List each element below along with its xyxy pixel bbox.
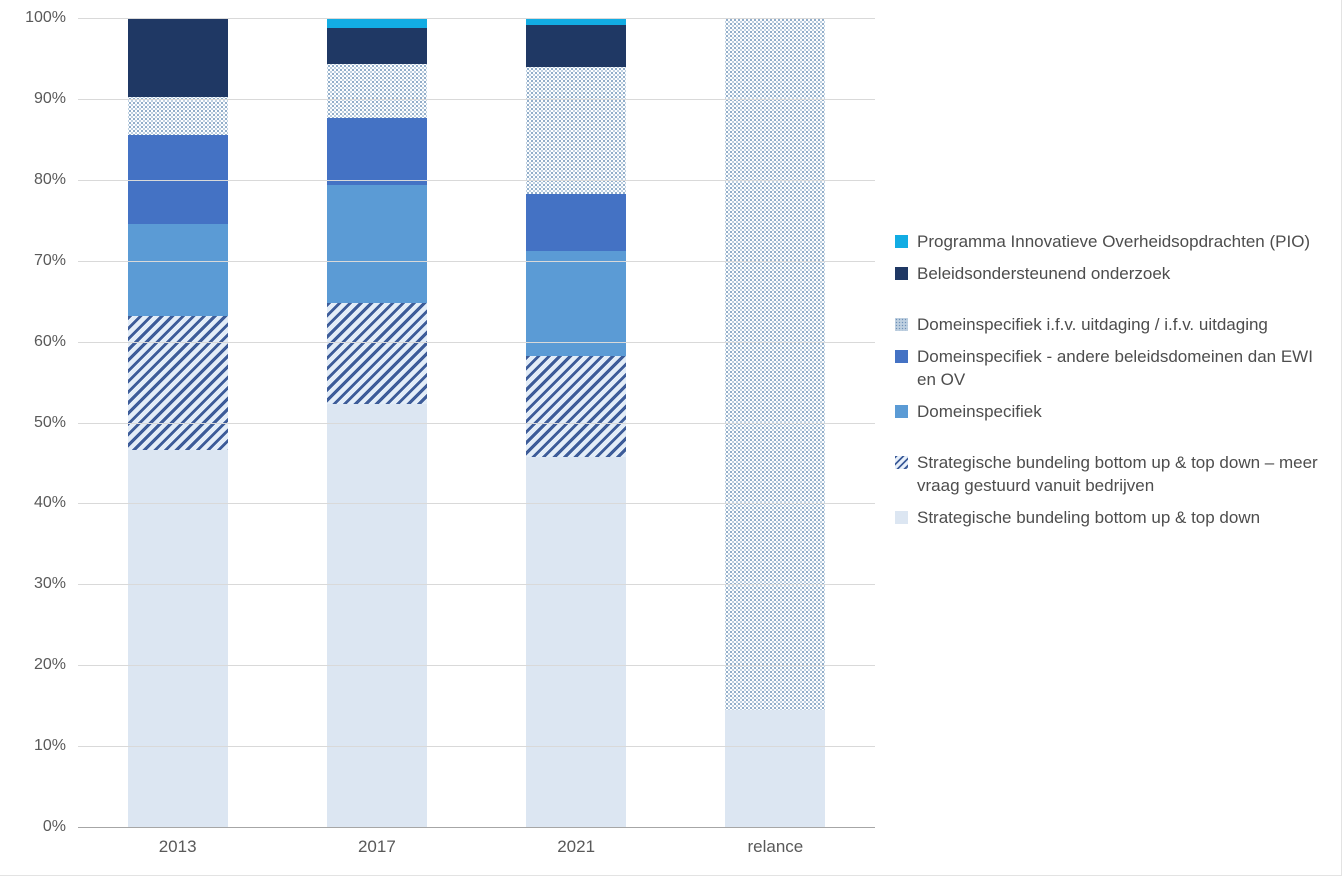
bar-segment-andere bbox=[526, 194, 627, 252]
legend-item-andere: Domeinspecifiek - andere beleidsdomeinen… bbox=[895, 345, 1335, 391]
bar-segment-dotted bbox=[526, 66, 627, 195]
legend-item-pio: Programma Innovatieve Overheidsopdrachte… bbox=[895, 230, 1335, 253]
legend-item-dom: Domeinspecifiek bbox=[895, 400, 1335, 423]
legend-swatch-pio-icon bbox=[895, 235, 908, 248]
bar-2013 bbox=[127, 18, 228, 827]
gridline bbox=[78, 341, 875, 343]
legend-label: Domeinspecifiek - andere beleidsdomeinen… bbox=[917, 347, 1313, 389]
category-column-2017: 2017 bbox=[277, 18, 476, 856]
bar-segment-dom bbox=[127, 224, 228, 316]
legend: Programma Innovatieve Overheidsopdrachte… bbox=[895, 230, 1335, 538]
bar-segment-light bbox=[326, 403, 427, 827]
bar-segment-pio bbox=[526, 18, 627, 26]
legend-swatch-navy-icon bbox=[895, 267, 908, 280]
bar-segment-dom bbox=[326, 184, 427, 303]
bar-segment-hatch bbox=[526, 356, 627, 458]
bar-segment-hatch bbox=[127, 315, 228, 451]
legend-label: Strategische bundeling bottom up & top d… bbox=[917, 508, 1261, 527]
gridline bbox=[78, 18, 875, 19]
x-axis-tick-label: 2013 bbox=[158, 837, 197, 856]
y-axis-tick-label: 50% bbox=[33, 413, 66, 431]
legend-swatch-dom-icon bbox=[895, 405, 908, 418]
bar-segment-andere bbox=[326, 117, 427, 185]
legend-label: Domeinspecifiek i.f.v. uitdaging / i.f.v… bbox=[917, 315, 1268, 334]
bar-segment-hatch bbox=[326, 302, 427, 404]
y-axis-tick-label: 10% bbox=[33, 737, 66, 755]
bar-2021 bbox=[526, 18, 627, 827]
bar-segment-navy bbox=[526, 25, 627, 67]
gridline bbox=[78, 746, 875, 748]
bar-segment-light bbox=[127, 450, 228, 827]
legend-label: Domeinspecifiek bbox=[917, 402, 1042, 421]
y-axis-tick-label: 60% bbox=[33, 332, 66, 350]
legend-item-hatch: Strategische bundeling bottom up & top d… bbox=[895, 451, 1335, 497]
legend-swatch-andere-icon bbox=[895, 350, 908, 363]
category-column-2021: 2021 bbox=[477, 18, 676, 856]
bar-segment-light bbox=[526, 457, 627, 827]
x-axis-tick-label: relance bbox=[747, 837, 804, 856]
y-axis-tick-label: 100% bbox=[25, 9, 66, 26]
gridline bbox=[78, 179, 875, 181]
legend-swatch-light-icon bbox=[895, 511, 908, 524]
plot-area: 2013 2017 2021 relance 100% 90% 80% 70% 60% 50% 4… bbox=[25, 9, 875, 856]
gridline bbox=[78, 665, 875, 667]
y-axis-tick-label: 90% bbox=[33, 89, 66, 107]
legend-item-light: Strategische bundeling bottom up & top d… bbox=[895, 506, 1335, 529]
legend-label: Strategische bundeling bottom up & top d… bbox=[917, 453, 1318, 495]
y-axis-tick-label: 70% bbox=[33, 251, 66, 269]
bar-segment-andere bbox=[127, 134, 228, 225]
bar-segment-navy bbox=[326, 27, 427, 65]
gridline bbox=[78, 584, 875, 586]
bar-columns: 2013 2017 2021 relance bbox=[78, 18, 875, 856]
y-axis-tick-label: 20% bbox=[33, 656, 66, 674]
bar-segment-dotted bbox=[127, 97, 228, 135]
gridline bbox=[78, 260, 875, 262]
y-axis-tick-label: 80% bbox=[33, 170, 66, 188]
bar-relance bbox=[725, 18, 826, 827]
legend-label: Programma Innovatieve Overheidsopdrachte… bbox=[917, 232, 1311, 251]
legend-item-navy: Beleidsondersteunend onderzoek bbox=[895, 262, 1335, 285]
legend-item-dotted: Domeinspecifiek i.f.v. uitdaging / i.f.v… bbox=[895, 313, 1335, 336]
bar-2017 bbox=[326, 18, 427, 827]
legend-label: Beleidsondersteunend onderzoek bbox=[917, 264, 1171, 283]
y-axis-tick-label: 30% bbox=[33, 575, 66, 593]
bar-segment-dotted bbox=[725, 18, 826, 710]
category-column-2013: 2013 bbox=[78, 18, 277, 856]
x-axis-tick-label: 2021 bbox=[557, 837, 596, 856]
gridline bbox=[78, 422, 875, 424]
legend-swatch-hatch-icon bbox=[895, 456, 908, 469]
bar-segment-navy bbox=[127, 18, 228, 98]
category-column-relance: relance bbox=[676, 18, 875, 856]
legend-swatch-dotted-icon bbox=[895, 318, 908, 331]
gridline bbox=[78, 98, 875, 100]
y-axis-tick-label: 0% bbox=[42, 818, 66, 835]
bar-segment-light bbox=[725, 709, 826, 827]
gridline bbox=[78, 503, 875, 505]
bar-segment-dom bbox=[526, 251, 627, 357]
y-axis-tick-label: 40% bbox=[33, 494, 66, 512]
x-axis-tick-label: 2017 bbox=[357, 837, 396, 856]
bar-segment-pio bbox=[326, 18, 427, 28]
bar-segment-dotted bbox=[326, 64, 427, 118]
